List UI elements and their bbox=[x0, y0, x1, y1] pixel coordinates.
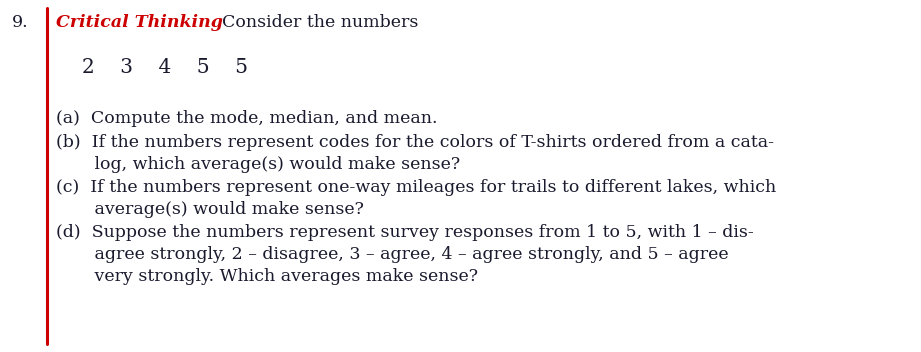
Text: agree strongly, 2 – disagree, 3 – agree, 4 – agree strongly, and 5 – agree: agree strongly, 2 – disagree, 3 – agree,… bbox=[56, 246, 729, 263]
Text: (b)  If the numbers represent codes for the colors of T-shirts ordered from a ca: (b) If the numbers represent codes for t… bbox=[56, 134, 774, 151]
Text: (c)  If the numbers represent one-way mileages for trails to different lakes, wh: (c) If the numbers represent one-way mil… bbox=[56, 179, 776, 196]
Text: 2    3    4    5    5: 2 3 4 5 5 bbox=[82, 58, 248, 77]
Text: average(s) would make sense?: average(s) would make sense? bbox=[56, 201, 364, 218]
Text: log, which average(s) would make sense?: log, which average(s) would make sense? bbox=[56, 156, 460, 173]
Text: Critical Thinking: Critical Thinking bbox=[56, 14, 223, 31]
Text: Consider the numbers: Consider the numbers bbox=[222, 14, 418, 31]
Text: very strongly. Which averages make sense?: very strongly. Which averages make sense… bbox=[56, 268, 478, 285]
Text: (a)  Compute the mode, median, and mean.: (a) Compute the mode, median, and mean. bbox=[56, 110, 437, 127]
Text: (d)  Suppose the numbers represent survey responses from 1 to 5, with 1 – dis-: (d) Suppose the numbers represent survey… bbox=[56, 224, 753, 241]
Text: 9.: 9. bbox=[12, 14, 29, 31]
